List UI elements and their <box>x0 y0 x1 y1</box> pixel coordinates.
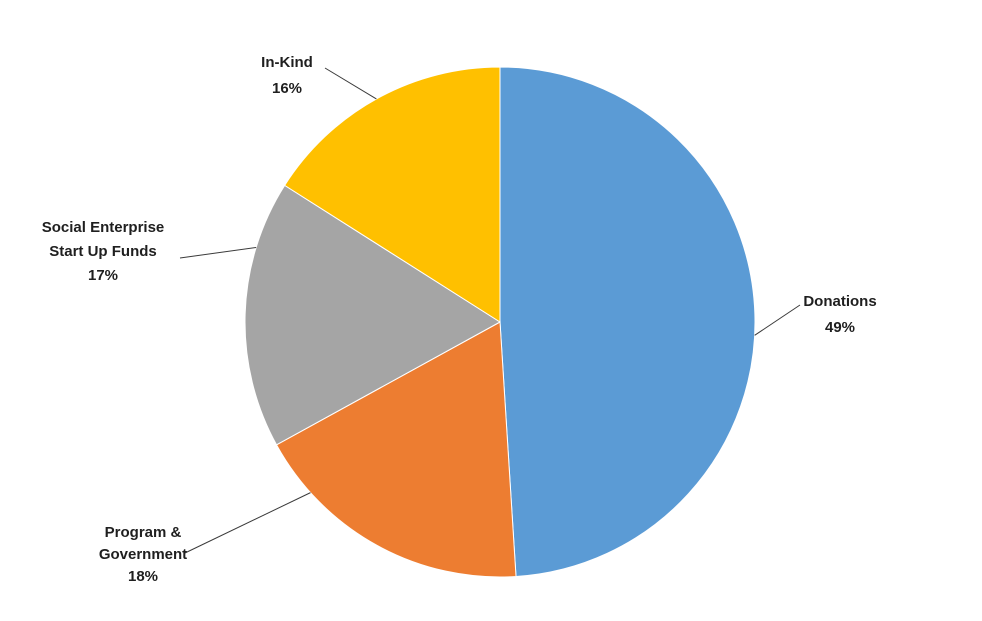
pie-slice-social-enterprise-start-up-funds <box>244 184 501 446</box>
slices-layer <box>244 66 756 578</box>
slice-label-social-enterprise-start-up-funds: Social Enterprise Start Up Funds 17% <box>42 219 165 284</box>
pie-slice-program-government <box>275 321 517 578</box>
pie-slice-in-kind <box>284 66 501 323</box>
slice-value-label: 17% <box>88 267 118 284</box>
slice-label-donations: Donations 49% <box>803 293 876 336</box>
slice-name-line: Social Enterprise <box>42 219 165 236</box>
slice-label-program-government: Program & Government 18% <box>99 524 187 585</box>
leader-line-social-enterprise-start-up-funds <box>179 246 257 259</box>
slice-name-line: In-Kind <box>261 54 313 71</box>
slice-name-line: Donations <box>803 293 876 310</box>
slice-label-in-kind: In-Kind 16% <box>261 54 313 97</box>
slice-name-line: Government <box>99 546 187 563</box>
slice-name-line: Start Up Funds <box>49 243 157 260</box>
slice-value-label: 49% <box>825 319 855 336</box>
slice-value-label: 18% <box>128 568 158 585</box>
leader-line-in-kind <box>324 67 377 100</box>
labels-layer: Donations 49% Program & Government 18% Social… <box>42 54 877 585</box>
slice-value-label: 16% <box>272 80 302 97</box>
pie-slice-donations <box>499 66 756 578</box>
leader-lines-layer <box>179 67 801 554</box>
leader-line-program-government <box>184 492 311 554</box>
leader-line-donations <box>754 304 801 336</box>
slice-name-line: Program & <box>105 524 182 541</box>
